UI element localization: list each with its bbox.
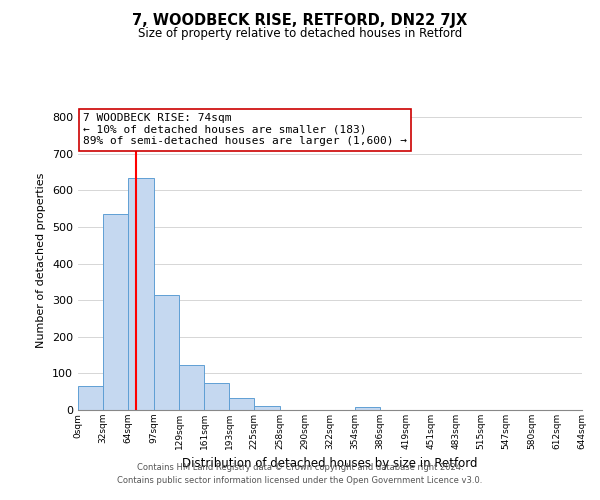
Bar	[229, 398, 254, 410]
Bar	[78, 386, 103, 410]
Text: 7 WOODBECK RISE: 74sqm
← 10% of detached houses are smaller (183)
89% of semi-de: 7 WOODBECK RISE: 74sqm ← 10% of detached…	[83, 113, 407, 146]
Bar	[204, 382, 229, 410]
Text: Size of property relative to detached houses in Retford: Size of property relative to detached ho…	[138, 28, 462, 40]
Bar	[154, 296, 179, 410]
Y-axis label: Number of detached properties: Number of detached properties	[37, 172, 46, 348]
Text: Contains public sector information licensed under the Open Government Licence v3: Contains public sector information licen…	[118, 476, 482, 485]
Bar	[179, 366, 204, 410]
Bar	[128, 178, 154, 410]
Bar	[355, 407, 380, 410]
Bar	[254, 406, 280, 410]
Bar	[103, 214, 128, 410]
X-axis label: Distribution of detached houses by size in Retford: Distribution of detached houses by size …	[182, 458, 478, 470]
Text: Contains HM Land Registry data © Crown copyright and database right 2024.: Contains HM Land Registry data © Crown c…	[137, 464, 463, 472]
Text: 7, WOODBECK RISE, RETFORD, DN22 7JX: 7, WOODBECK RISE, RETFORD, DN22 7JX	[133, 12, 467, 28]
